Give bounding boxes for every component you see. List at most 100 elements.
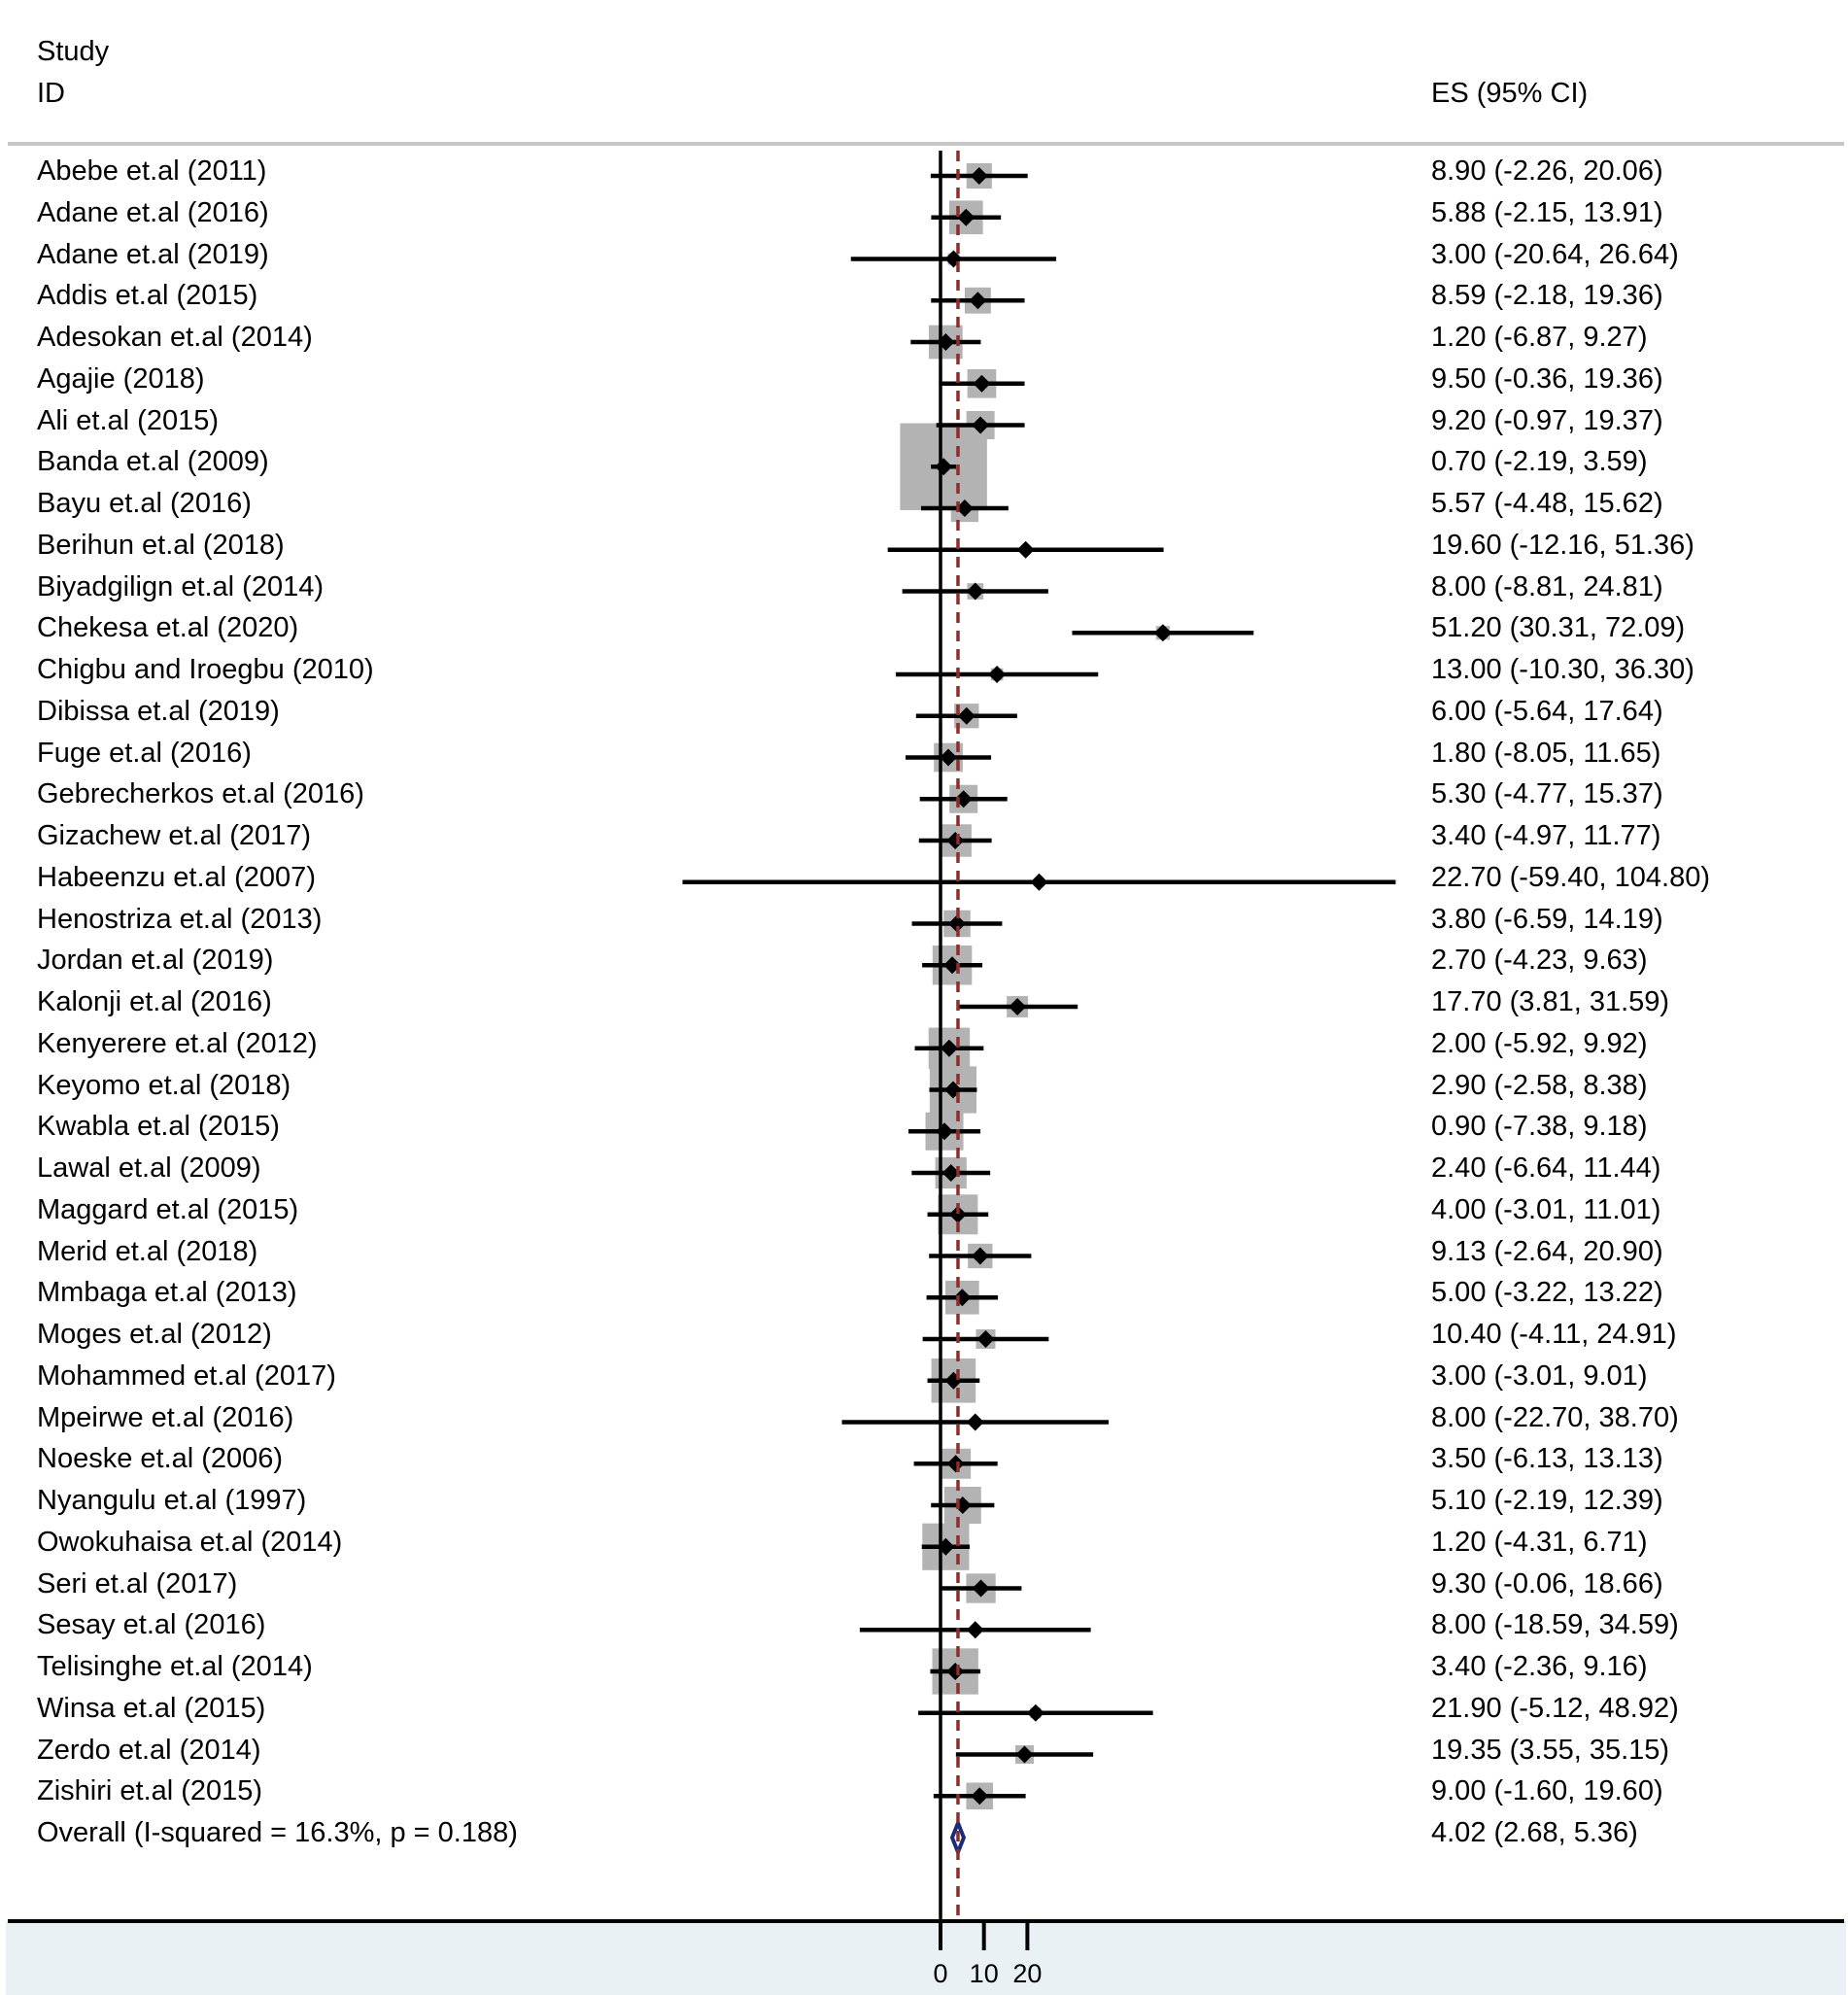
study-label: Telisinghe et.al (2014) [37,1651,313,1682]
study-label: Noeske et.al (2006) [37,1443,284,1475]
study-label: Seri et.al (2017) [37,1567,238,1599]
study-label: Banda et.al (2009) [37,446,269,478]
study-es-value: 8.00 (-22.70, 38.70) [1431,1401,1679,1433]
study-label: Chigbu and Iroegbu (2010) [37,654,374,685]
point-estimate [972,1579,990,1598]
study-label: Lawal et.al (2009) [37,1152,261,1184]
study-label: Merid et.al (2018) [37,1235,258,1267]
study-label: Dibissa et.al (2019) [37,695,280,727]
point-estimate [1026,1703,1044,1722]
point-estimate [971,1787,989,1806]
study-es-value: 2.70 (-4.23, 9.63) [1431,945,1648,977]
study-label: Biyadgilign et.al (2014) [37,570,325,602]
study-es-value: 5.88 (-2.15, 13.91) [1431,196,1663,228]
study-es-value: 21.90 (-5.12, 48.92) [1431,1692,1679,1724]
study-es-value: 1.20 (-4.31, 6.71) [1431,1526,1648,1558]
study-label: Jordan et.al (2019) [37,945,274,977]
x-tick-label: 0 [933,1959,947,1988]
point-estimate [947,914,966,933]
study-es-value: 0.90 (-7.38, 9.18) [1431,1111,1648,1143]
header-id: ID [37,78,65,109]
study-label: Agajie (2018) [37,362,205,395]
study-label: Mpeirwe et.al (2016) [37,1401,294,1433]
bottom-band [6,1921,1846,1995]
point-estimate [940,1039,958,1057]
study-label: Mohammed et.al (2017) [37,1359,336,1392]
study-es-value: 3.40 (-4.97, 11.77) [1431,820,1661,851]
header-study: Study [37,36,110,67]
study-label: Habeenzu et.al (2007) [37,861,316,893]
point-estimate [988,666,1007,683]
study-label: Adane et.al (2016) [37,196,269,228]
study-es-value: 8.00 (-18.59, 34.59) [1431,1609,1679,1641]
study-es-value: 8.00 (-8.81, 24.81) [1431,570,1663,602]
point-estimate [957,208,975,226]
study-label: Nyangulu et.al (1997) [37,1485,307,1516]
study-label: Addis et.al (2015) [37,280,258,312]
study-es-value: 3.00 (-3.01, 9.01) [1431,1359,1648,1392]
point-estimate [972,416,990,434]
study-es-value: 3.80 (-6.59, 14.19) [1431,903,1663,935]
study-label: Zerdo et.al (2014) [37,1734,261,1766]
study-label: Zishiri et.al (2015) [37,1775,263,1807]
overall-es-value: 4.02 (2.68, 5.36) [1431,1817,1638,1848]
study-label: Abebe et.al (2011) [37,155,267,187]
study-es-value: 51.20 (30.31, 72.09) [1431,612,1686,644]
x-tick-label: 10 [970,1959,999,1988]
study-label: Fuge et.al (2016) [37,737,252,769]
study-es-value: 3.40 (-2.36, 9.16) [1431,1651,1648,1682]
study-es-value: 5.30 (-4.77, 15.37) [1431,778,1663,810]
study-label: Gebrecherkos et.al (2016) [37,778,364,810]
study-es-value: 5.57 (-4.48, 15.62) [1431,488,1663,519]
study-label: Owokuhaisa et.al (2014) [37,1526,343,1558]
study-es-value: 9.00 (-1.60, 19.60) [1431,1775,1663,1807]
study-es-value: 8.90 (-2.26, 20.06) [1431,155,1663,187]
overall-label: Overall (I-squared = 16.3%, p = 0.188) [37,1817,518,1848]
point-estimate [955,499,974,517]
point-estimate [1009,998,1027,1015]
study-es-value: 3.00 (-20.64, 26.64) [1431,238,1679,270]
study-es-value: 17.70 (3.81, 31.59) [1431,986,1670,1017]
point-estimate [966,582,984,601]
study-label: Adane et.al (2019) [37,238,269,270]
study-es-value: 2.90 (-2.58, 8.38) [1431,1069,1648,1101]
point-estimate [1015,1745,1034,1764]
header-es: ES (95% CI) [1431,78,1589,109]
point-estimate [966,1413,984,1431]
study-label: Kwabla et.al (2015) [37,1111,280,1143]
study-label: Ali et.al (2015) [37,404,219,436]
study-label: Winsa et.al (2015) [37,1692,266,1724]
point-estimate [1016,540,1035,559]
point-estimate [976,1330,995,1348]
study-es-value: 9.20 (-0.97, 19.37) [1431,404,1663,436]
study-es-value: 3.50 (-6.13, 13.13) [1431,1443,1663,1475]
study-es-value: 5.10 (-2.19, 12.39) [1431,1485,1663,1516]
study-es-value: 5.00 (-3.22, 13.22) [1431,1277,1663,1309]
study-es-value: 6.00 (-5.64, 17.64) [1431,695,1663,727]
study-es-value: 4.00 (-3.01, 11.01) [1431,1193,1661,1225]
study-es-value: 10.40 (-4.11, 24.91) [1431,1319,1677,1350]
x-tick-label: 20 [1012,1959,1042,1988]
study-es-value: 13.00 (-10.30, 36.30) [1431,654,1694,685]
point-estimate [970,167,988,185]
study-es-value: 19.35 (3.55, 35.15) [1431,1734,1670,1766]
study-es-value: 9.30 (-0.06, 18.66) [1431,1567,1663,1599]
study-label: Keyomo et.al (2018) [37,1069,291,1101]
study-label: Chekesa et.al (2020) [37,612,299,644]
study-label: Moges et.al (2012) [37,1319,272,1350]
point-estimate [971,1247,989,1265]
study-es-value: 9.13 (-2.64, 20.90) [1431,1235,1663,1267]
point-estimate [941,1164,960,1182]
point-estimate [1030,873,1048,891]
study-label: Mmbaga et.al (2013) [37,1277,297,1309]
study-label: Berihun et.al (2018) [37,529,285,561]
study-es-value: 9.50 (-0.36, 19.36) [1431,362,1663,395]
study-label: Kalonji et.al (2016) [37,986,272,1017]
study-es-value: 19.60 (-12.16, 51.36) [1431,529,1694,561]
point-estimate [969,292,987,310]
study-es-value: 0.70 (-2.19, 3.59) [1431,446,1648,478]
study-label: Kenyerere et.al (2012) [37,1027,318,1059]
study-label: Gizachew et.al (2017) [37,820,312,851]
